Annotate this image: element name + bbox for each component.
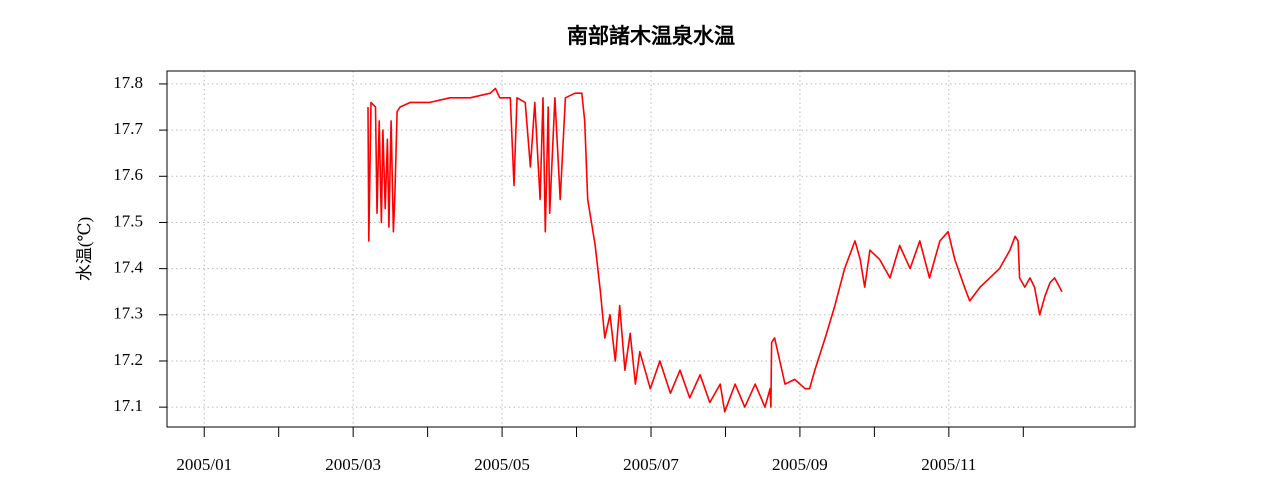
y-tick-label: 17.4 [113, 258, 143, 277]
y-axis-label: 水温(℃) [75, 217, 94, 281]
x-tick-label: 2005/03 [325, 455, 381, 474]
chart-title: 南部諸木温泉水温 [567, 24, 735, 48]
x-tick-label: 2005/09 [772, 455, 828, 474]
y-tick-label: 17.8 [113, 73, 143, 92]
y-tick-label: 17.2 [113, 350, 143, 369]
plot-frame [166, 70, 1136, 428]
x-tick-label: 2005/11 [921, 455, 976, 474]
y-tick-label: 17.6 [113, 165, 143, 184]
y-tick-label: 17.1 [113, 396, 143, 415]
data-line [367, 87, 1063, 413]
x-tick-label: 2005/07 [623, 455, 679, 474]
x-tick-label: 2005/01 [176, 455, 232, 474]
x-tick-label: 2005/05 [474, 455, 530, 474]
y-tick-label: 17.3 [113, 304, 143, 323]
y-tick-label: 17.7 [113, 119, 143, 138]
y-tick-label: 17.5 [113, 211, 143, 230]
